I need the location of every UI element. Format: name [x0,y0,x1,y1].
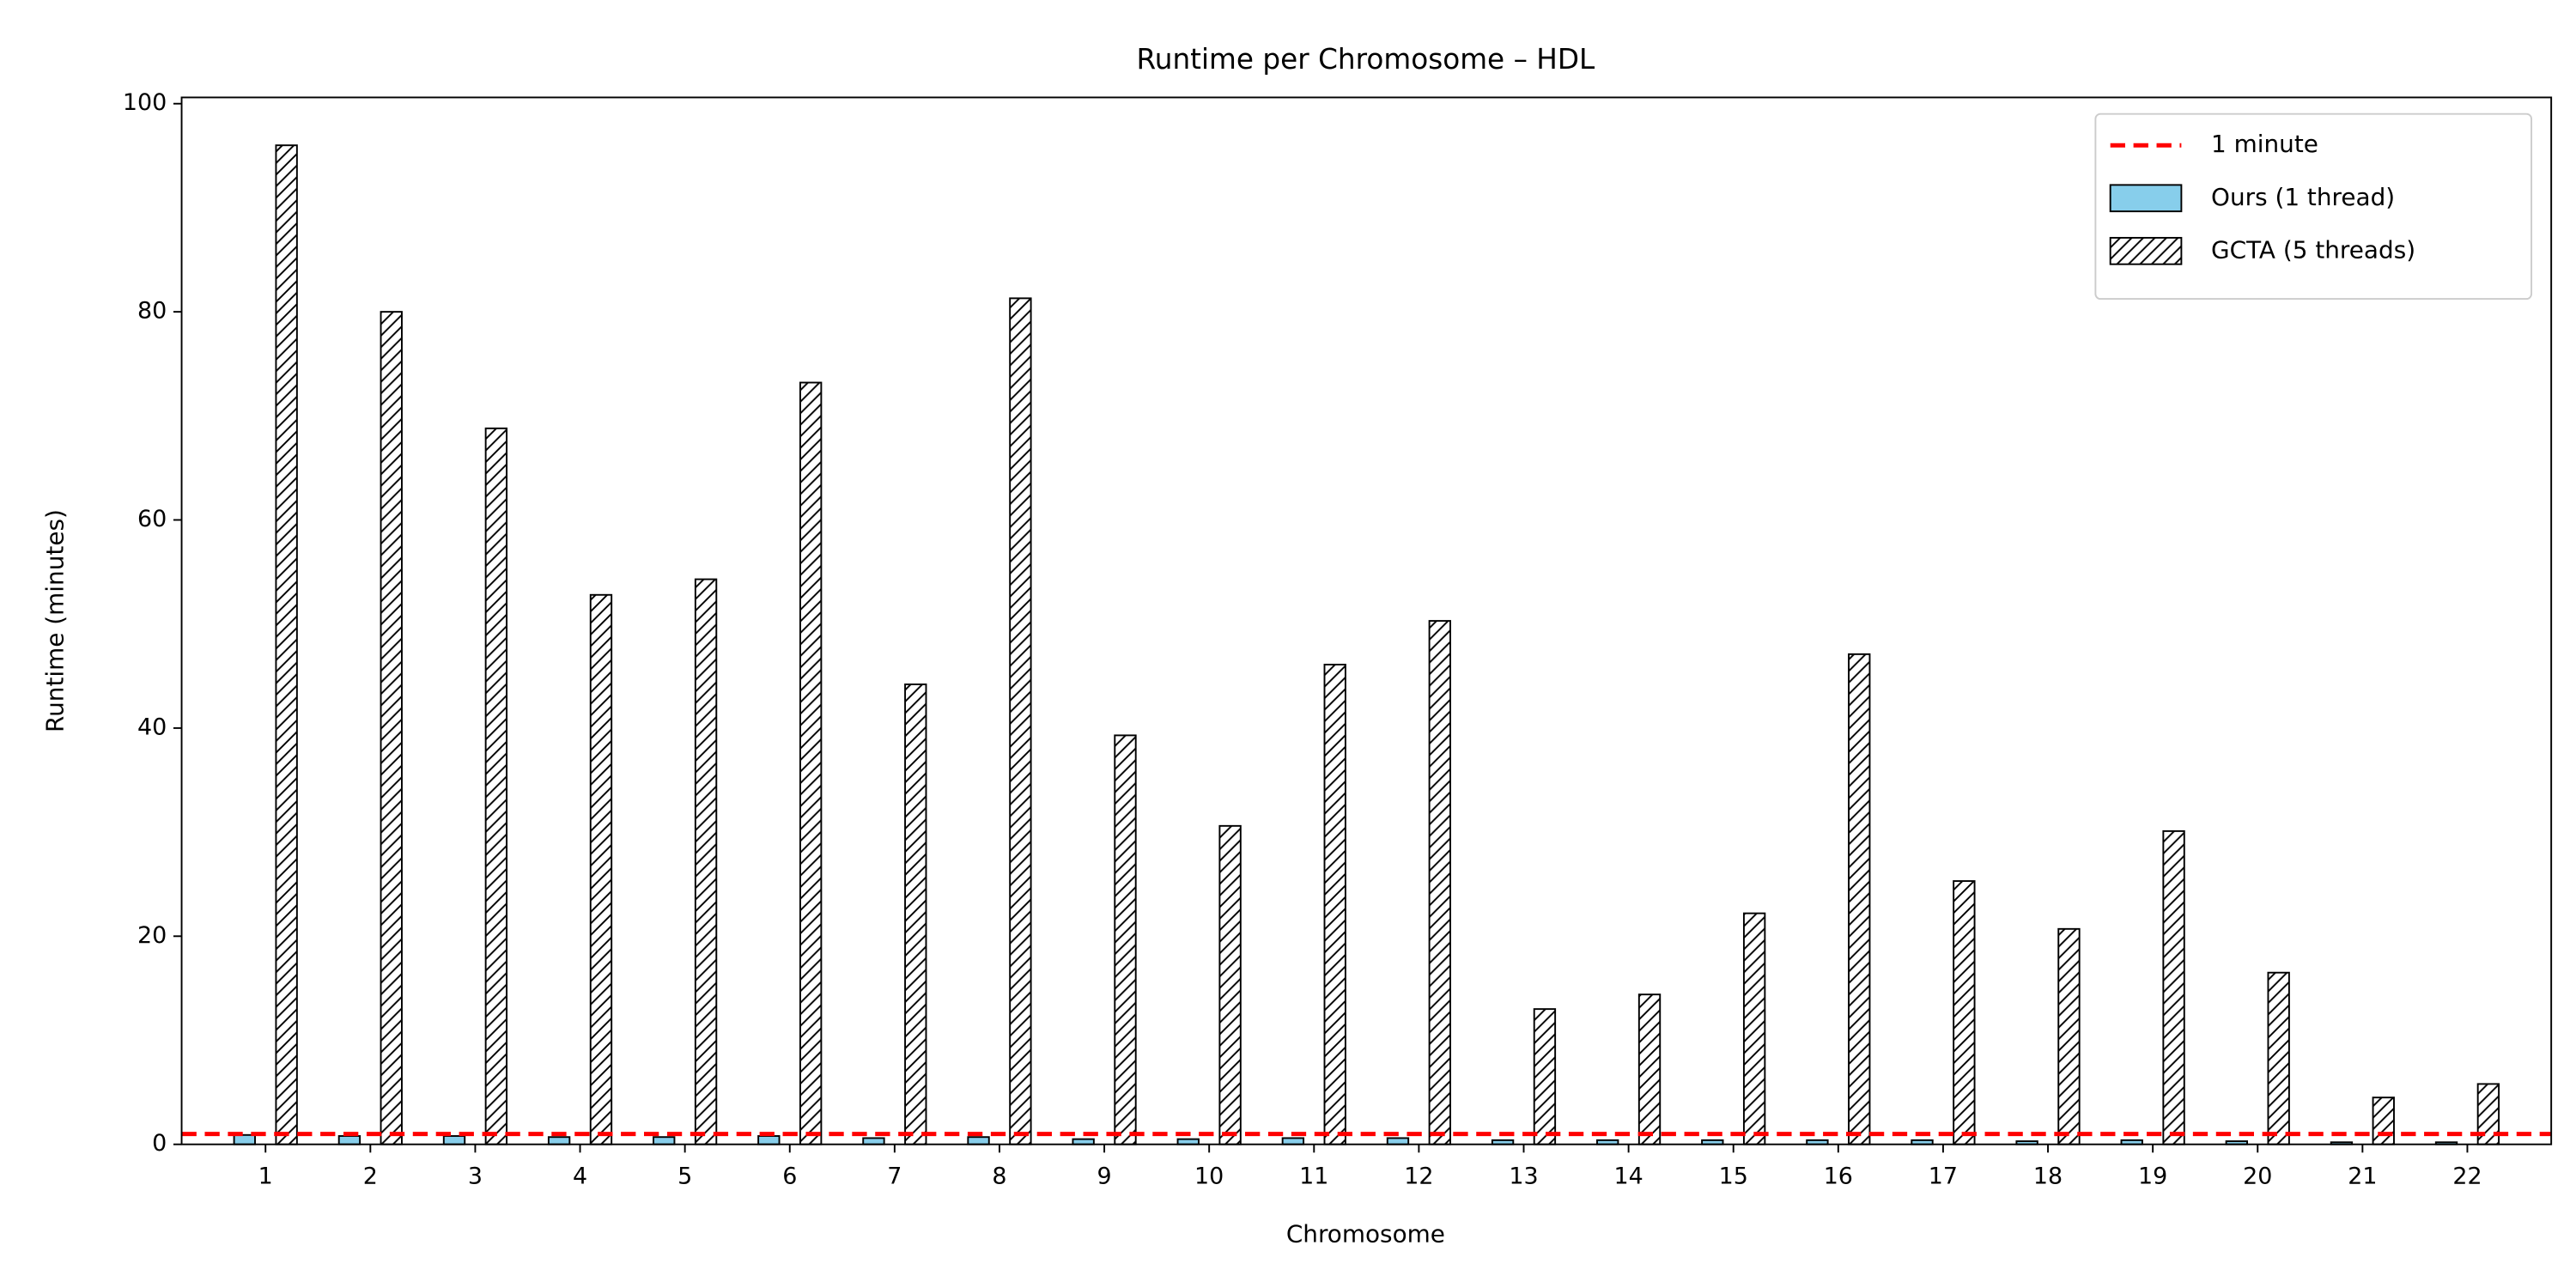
legend-label: GCTA (5 threads) [2211,235,2415,264]
legend-swatch [2109,184,2183,213]
x-tick-label: 13 [1509,1163,1538,1190]
bar [1428,620,1451,1145]
x-tick-label: 17 [1929,1163,1958,1190]
bar [547,1136,571,1145]
x-tick-label: 1 [258,1163,273,1190]
y-axis-label: Runtime (minutes) [40,509,69,732]
bar [967,1136,990,1145]
x-tick-label: 16 [1824,1163,1853,1190]
legend-box [2094,112,2533,301]
bar [1848,653,1871,1145]
x-tick-label: 10 [1194,1163,1224,1190]
x-tick-label: 19 [2138,1163,2167,1190]
bar [2057,927,2081,1145]
bar [653,1136,676,1145]
bar [337,1135,361,1145]
legend-swatch [2109,236,2183,265]
bar [1637,993,1662,1145]
x-tick-label: 2 [363,1163,378,1190]
x-tick-label: 22 [2452,1163,2482,1190]
bar [1953,880,1976,1145]
x-tick-label: 15 [1719,1163,1748,1190]
bar [1386,1137,1410,1145]
bar [694,578,718,1145]
legend-label: 1 minute [2211,130,2318,158]
bar [1218,824,1242,1145]
bar [2372,1097,2395,1145]
bar [275,144,298,1145]
x-tick-label: 14 [1613,1163,1643,1190]
bar [1323,664,1346,1145]
x-tick-label: 6 [782,1163,797,1190]
y-tick-label: 80 [137,298,167,325]
bar [484,427,508,1145]
x-tick-label: 12 [1404,1163,1433,1190]
bar [1533,1008,1557,1145]
bar [1281,1137,1305,1145]
x-tick-label: 3 [468,1163,483,1190]
bar [2162,829,2185,1145]
bar [799,381,823,1145]
bar [1742,912,1766,1145]
x-tick-label: 5 [677,1163,692,1190]
bar [904,683,927,1145]
y-tick-label: 0 [152,1130,167,1157]
bar [380,311,403,1145]
x-tick-label: 21 [2348,1163,2377,1190]
bar [862,1137,885,1145]
x-tick-label: 18 [2033,1163,2063,1190]
bar [1009,297,1032,1145]
x-tick-label: 8 [992,1163,1006,1190]
plot-frame [180,96,2553,1145]
y-tick-label: 40 [137,714,167,740]
chart-title: Runtime per Chromosome – HDL [1136,43,1595,76]
legend: 1 minute Ours (1 thread) GCTA (5 threads) [2094,112,2533,301]
bar [233,1133,256,1145]
x-axis-label: Chromosome [1286,1219,1445,1248]
bar [2267,971,2290,1145]
x-tick-label: 20 [2243,1163,2272,1190]
y-tick-label: 60 [137,506,167,532]
y-tick-label: 20 [137,922,167,949]
bar [757,1135,781,1145]
x-tick-label: 4 [573,1163,587,1190]
bar [1114,734,1137,1145]
x-tick-label: 7 [887,1163,902,1190]
bar [442,1135,466,1145]
bar [589,593,613,1145]
x-tick-label: 9 [1097,1163,1112,1190]
legend-label: Ours (1 thread) [2211,183,2395,211]
x-tick-label: 11 [1299,1163,1328,1190]
y-tick-label: 100 [123,89,167,116]
